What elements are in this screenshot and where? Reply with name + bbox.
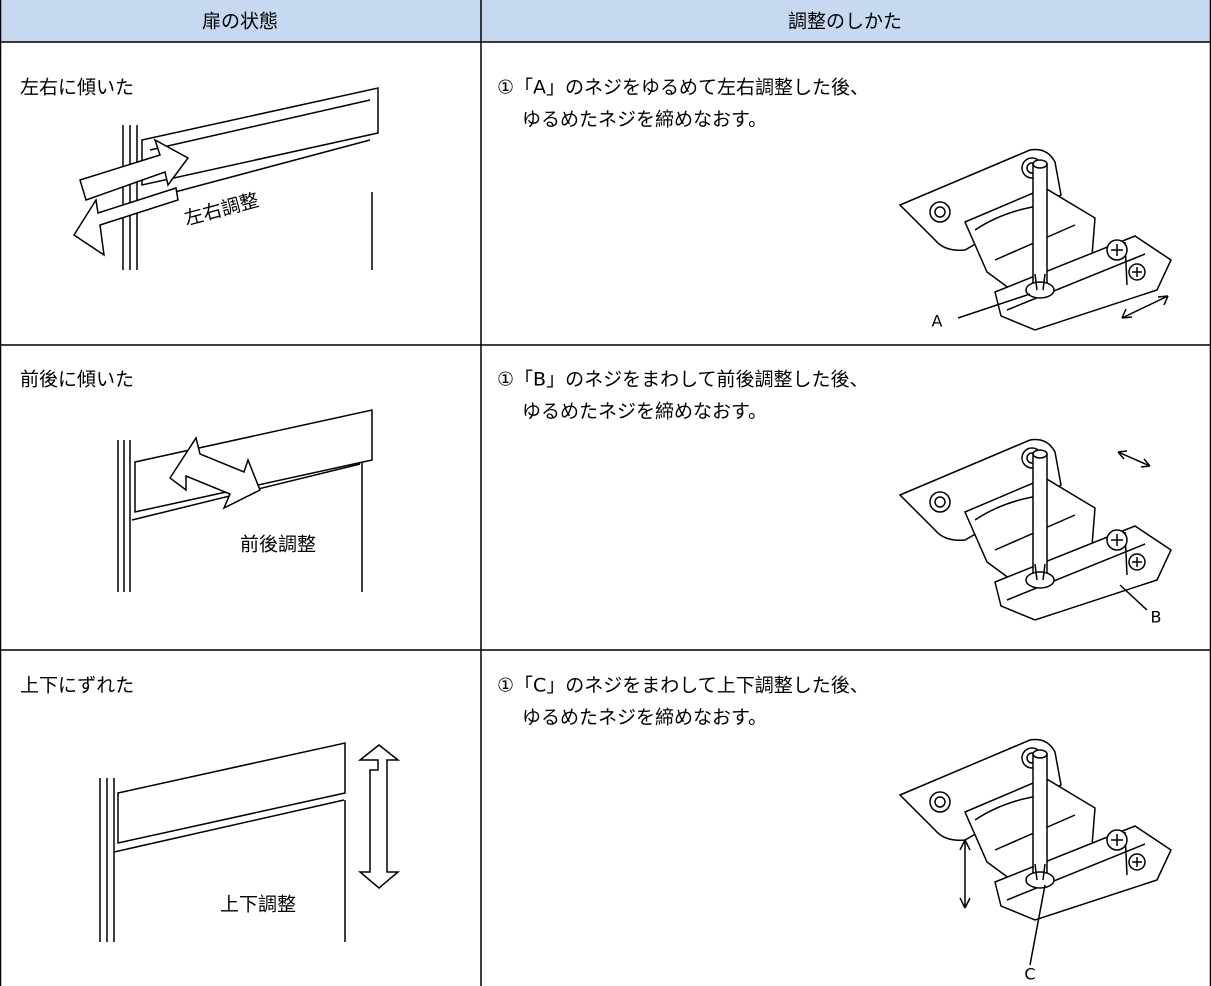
adjustment-label: 上下調整 [220,894,296,916]
hinge-illustration: A [899,148,1172,331]
instruction-line: ①「B」のネジをまわして前後調整した後、 [497,369,869,391]
instruction-line: ゆるめたネジを締めなおす。 [522,401,767,423]
column-header: 扉の状態 [202,11,278,33]
adjustment-label: 左右調整 [182,189,261,230]
instruction-line: ①「C」のネジをまわして上下調整した後、 [497,675,869,697]
screw-label: B [1151,608,1162,627]
door-state: 左右に傾いた [20,77,134,99]
door-illustration: 上下調整 [99,742,401,942]
hinge-illustration: C [899,738,1172,984]
door-illustration: 前後調整 [117,409,373,592]
screw-label: A [932,312,943,331]
door-state: 上下にずれた [20,675,134,697]
instruction-line: ゆるめたネジを締めなおす。 [522,707,767,729]
adjustment-label: 前後調整 [240,534,316,556]
door-state: 前後に傾いた [20,369,134,391]
hinge-illustration: B [899,438,1172,627]
column-header: 調整のしかた [788,11,902,33]
header-background [0,0,1211,42]
door-illustration: 左右調整 [72,87,379,270]
instruction-line: ①「A」のネジをゆるめて左右調整した後、 [497,77,869,99]
instruction-line: ゆるめたネジを締めなおす。 [522,109,767,131]
screw-label: C [1024,965,1035,984]
